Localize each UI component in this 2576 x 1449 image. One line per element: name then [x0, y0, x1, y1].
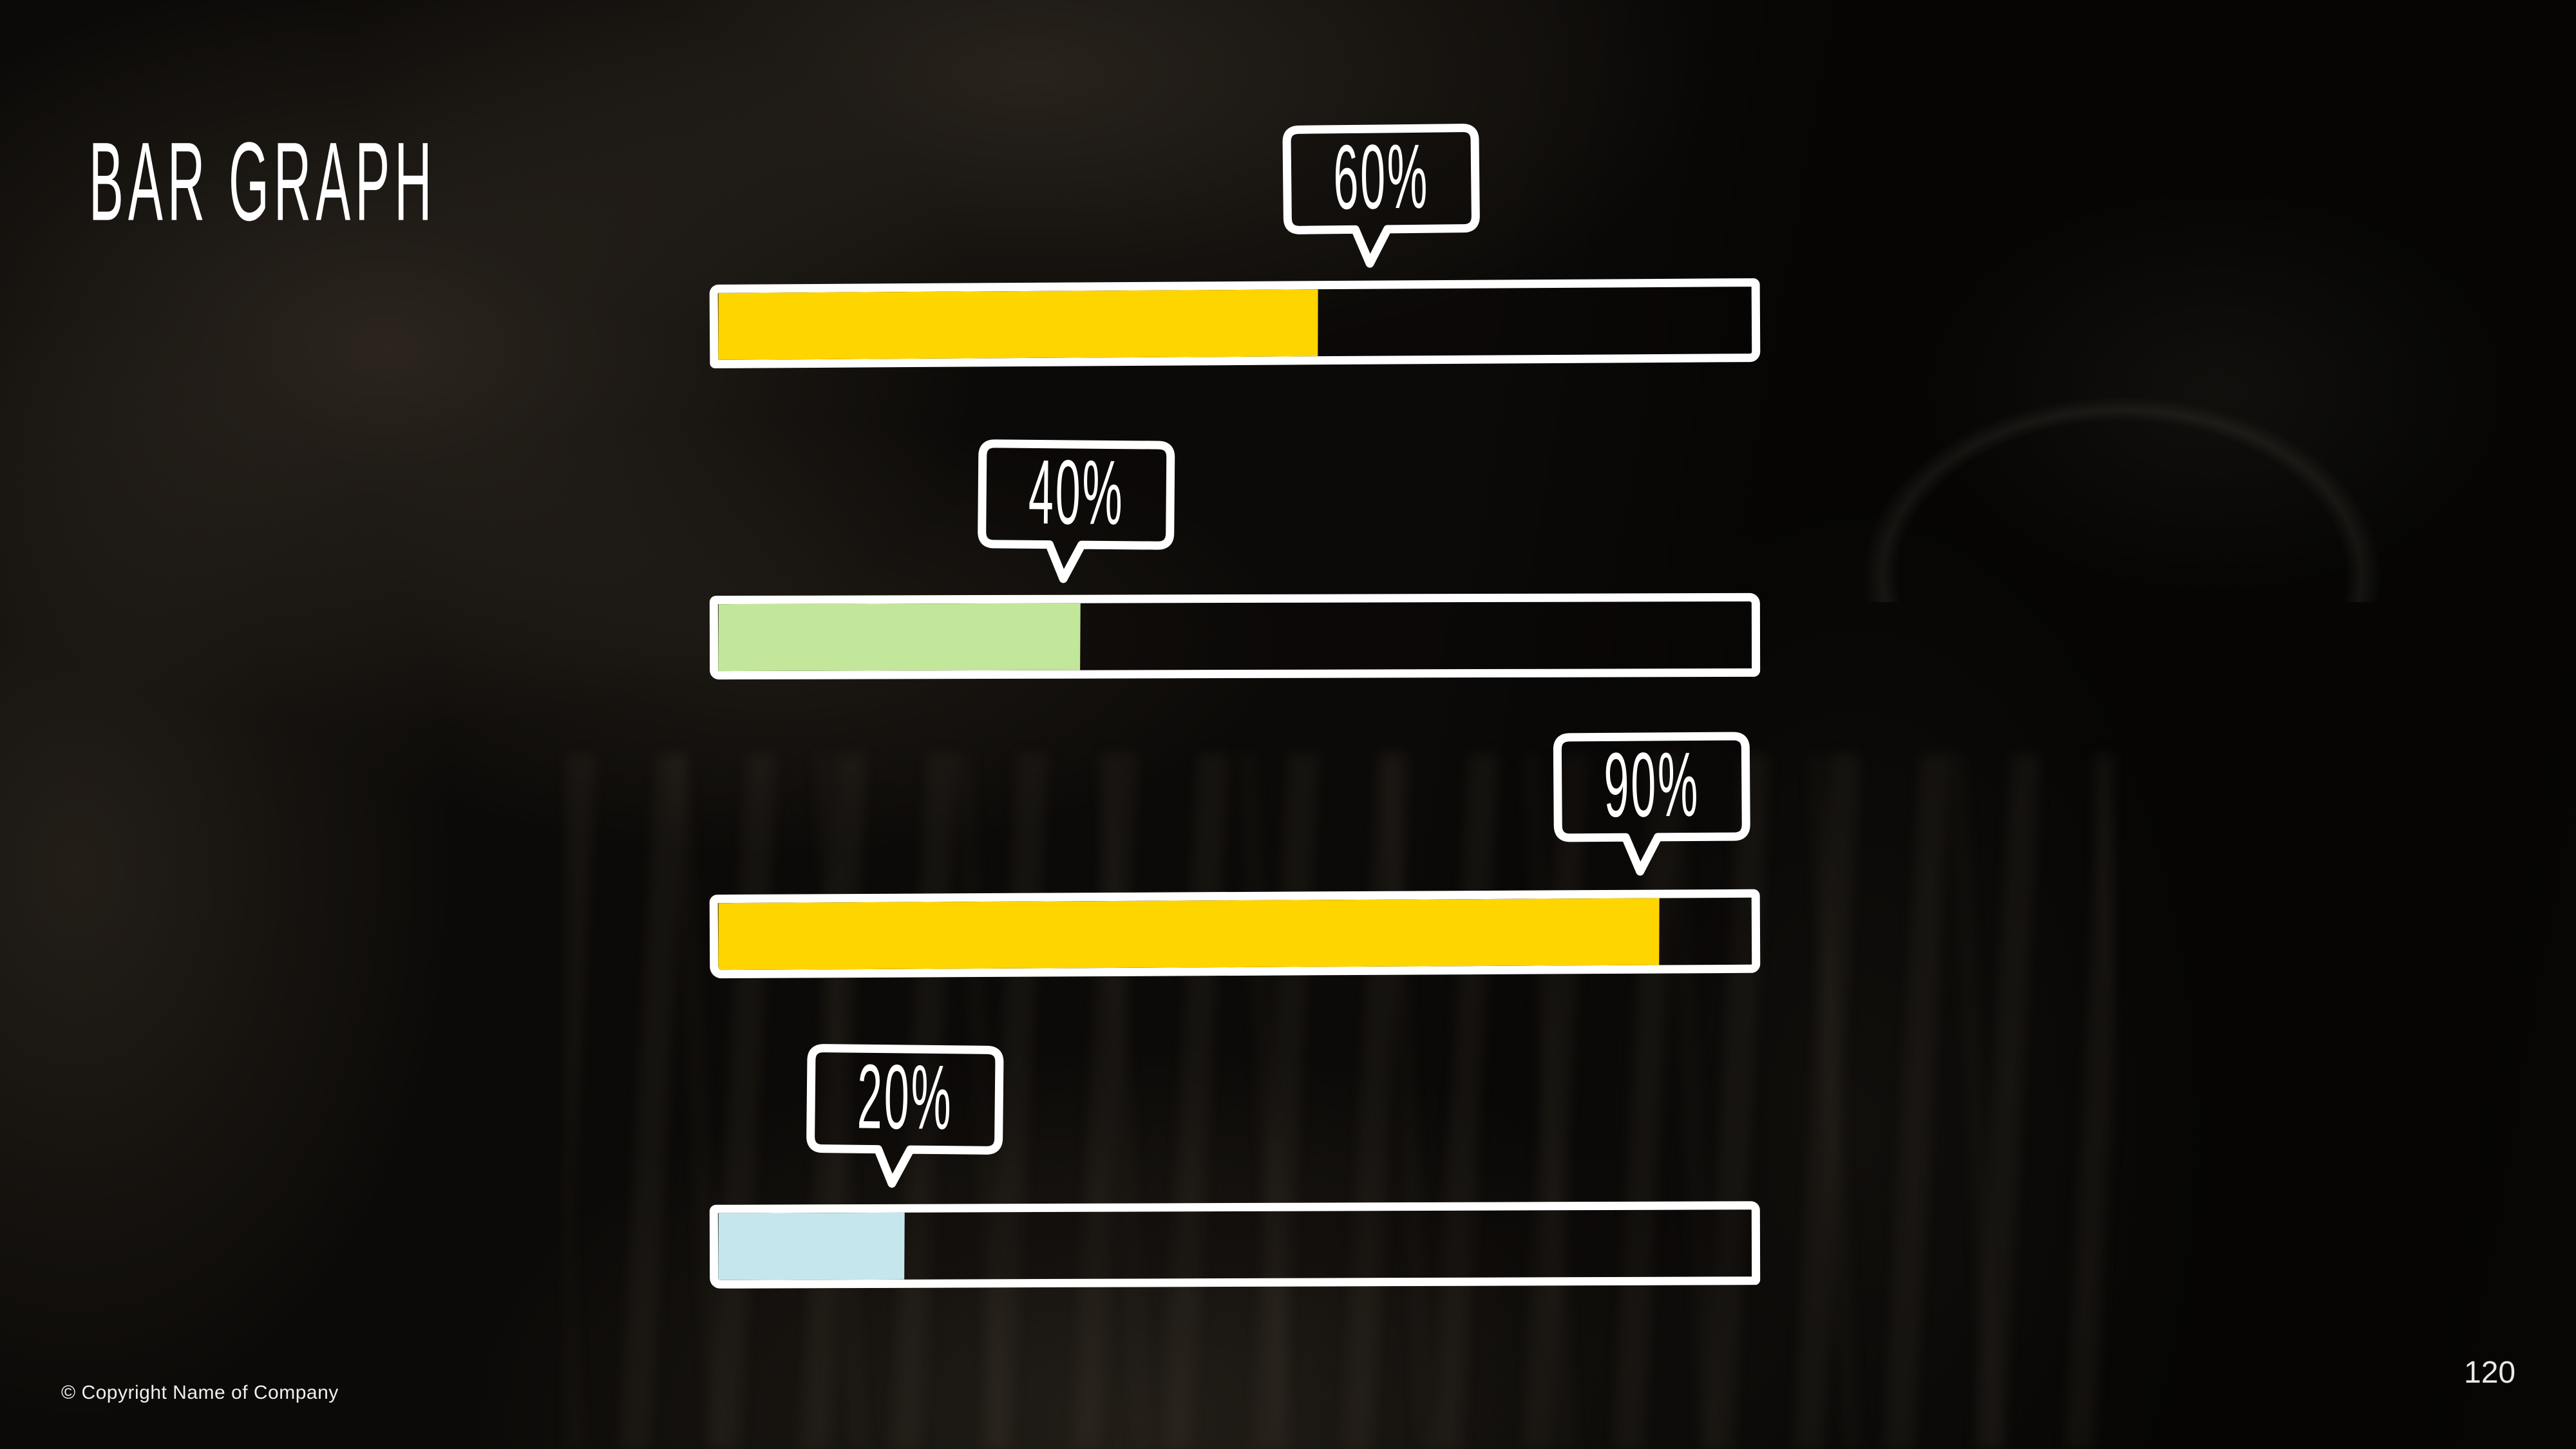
callout-bar-4: 20%	[804, 1042, 1005, 1191]
copyright-text: © Copyright Name of Company	[61, 1382, 339, 1403]
callout-value-label: 60%	[1332, 125, 1430, 229]
callout-value-label: 20%	[857, 1045, 954, 1150]
callout-value-label: 90%	[1603, 733, 1700, 837]
bar-track	[709, 1201, 1761, 1289]
bar-fill	[718, 898, 1660, 971]
bar-fill	[718, 289, 1318, 360]
bar-track	[709, 592, 1761, 680]
page-number: 120	[2464, 1356, 2516, 1390]
bar-track	[709, 278, 1761, 368]
speech-bubble-icon	[978, 439, 1175, 583]
speech-bubble-icon	[1282, 124, 1480, 268]
speech-bubble-icon	[806, 1044, 1004, 1188]
callout-bar-1: 60%	[1281, 122, 1482, 270]
bar-fill	[718, 603, 1081, 672]
callout-bar-3: 90%	[1551, 730, 1752, 878]
callout-value-label: 40%	[1028, 440, 1125, 545]
bar-track	[709, 889, 1761, 979]
page-title: BAR GRAPH	[89, 119, 437, 244]
speech-bubble-icon	[1553, 732, 1750, 876]
callout-bar-2: 40%	[976, 438, 1177, 587]
bar-fill	[718, 1212, 905, 1280]
